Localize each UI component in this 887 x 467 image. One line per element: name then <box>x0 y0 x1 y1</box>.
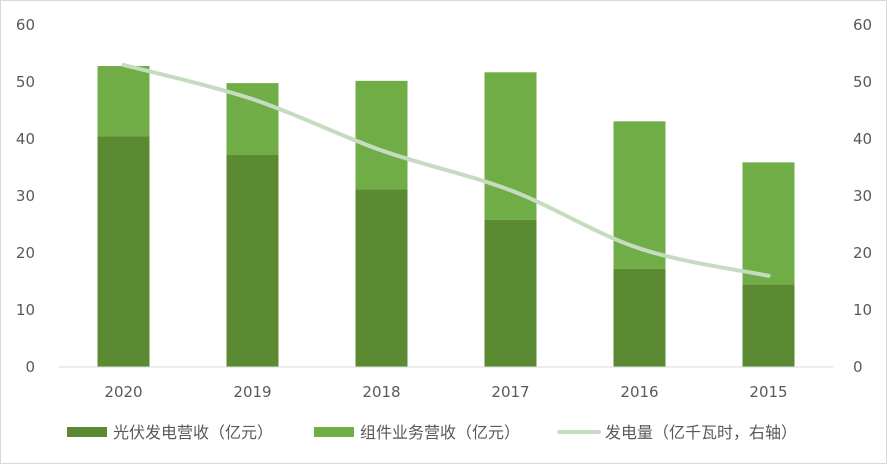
legend-label: 光伏发电营收（亿元） <box>113 423 273 442</box>
bar-module-revenue <box>613 121 666 269</box>
y-tick-label-right: 20 <box>853 244 872 262</box>
y-tick-label-right: 40 <box>853 130 872 148</box>
y-tick-label-left: 50 <box>16 73 35 91</box>
line-point <box>767 274 770 278</box>
legend-label: 组件业务营收（亿元） <box>360 423 520 442</box>
bar-module-revenue <box>97 66 150 137</box>
line-point <box>380 148 383 152</box>
y-tick-label-right: 10 <box>853 301 872 319</box>
y-tick-label-right: 60 <box>853 16 872 34</box>
bar-module-revenue <box>355 80 408 190</box>
y-axis-right: 0 10 20 30 40 50 60 <box>853 16 872 376</box>
x-tick-label: 2017 <box>491 383 529 401</box>
x-tick-label: 2020 <box>104 383 142 401</box>
bar-pv-revenue <box>355 189 408 367</box>
line-point <box>251 97 254 101</box>
y-tick-label-right: 30 <box>853 187 872 205</box>
x-axis: 2020 2019 2018 2017 2016 2015 <box>104 383 787 401</box>
x-tick-label: 2018 <box>362 383 400 401</box>
bars-layer <box>97 66 795 367</box>
bar-pv-revenue <box>226 154 279 367</box>
legend-label: 发电量（亿千瓦时，右轴） <box>605 423 797 442</box>
y-tick-label-left: 30 <box>16 187 35 205</box>
y-tick-label-left: 40 <box>16 130 35 148</box>
bar-module-revenue <box>742 162 795 285</box>
x-tick-label: 2015 <box>749 383 787 401</box>
y-tick-label-right: 50 <box>853 73 872 91</box>
legend-swatch <box>67 427 107 437</box>
y-tick-label-left: 20 <box>16 244 35 262</box>
y-tick-label-left: 0 <box>25 358 35 376</box>
bar-pv-revenue <box>484 219 537 367</box>
y-tick-label-right: 0 <box>853 358 863 376</box>
x-tick-label: 2016 <box>620 383 658 401</box>
line-layer <box>121 62 771 278</box>
y-tick-label-left: 60 <box>16 16 35 34</box>
legend: 光伏发电营收（亿元） 组件业务营收（亿元） 发电量（亿千瓦时，右轴） <box>67 423 797 442</box>
line-generation <box>121 62 771 278</box>
y-tick-label-left: 10 <box>16 301 35 319</box>
bar-pv-revenue <box>97 136 150 367</box>
line-point <box>638 246 641 250</box>
bar-pv-revenue <box>742 284 795 367</box>
y-axis-left: 0 10 20 30 40 50 60 <box>16 16 35 376</box>
bar-module-revenue <box>484 72 537 220</box>
x-tick-label: 2019 <box>233 383 271 401</box>
line-point <box>509 188 512 192</box>
bar-pv-revenue <box>613 268 666 367</box>
line-point <box>122 63 125 67</box>
legend-swatch <box>314 427 354 437</box>
